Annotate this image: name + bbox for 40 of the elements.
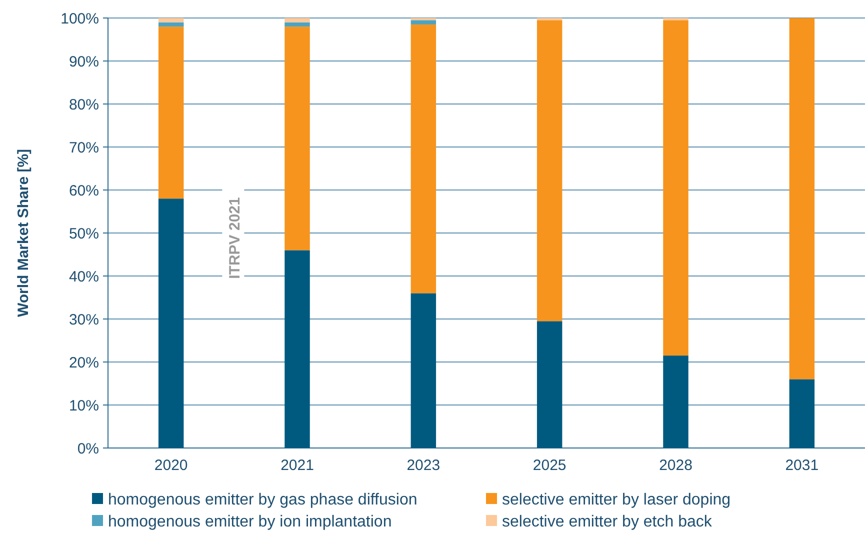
y-axis-title: World Market Share [%] <box>15 148 32 318</box>
annotation: ITRPV 2021 <box>226 197 244 279</box>
y-tick-label: 100% <box>60 10 99 28</box>
bar <box>158 198 184 448</box>
y-tick-label: 0% <box>77 440 99 458</box>
bar <box>789 379 815 448</box>
bar <box>284 250 310 448</box>
bar <box>536 20 562 322</box>
y-tick-label: 10% <box>68 397 99 414</box>
bar <box>663 356 688 448</box>
bar <box>158 22 184 27</box>
bar <box>284 26 310 250</box>
y-tick-label: 80% <box>68 96 99 114</box>
bar <box>284 22 310 27</box>
bar <box>410 20 436 24</box>
x-tick-label: 2028 <box>659 457 692 474</box>
legend-label: homogenous emitter by ion implantation <box>108 514 392 531</box>
legend-label: selective emitter by laser doping <box>502 492 731 509</box>
y-tick-label: 40% <box>68 268 99 286</box>
y-tick-label: 90% <box>68 53 99 70</box>
x-tick-label: 2023 <box>406 457 440 474</box>
bar <box>410 293 436 448</box>
legend-label: selective emitter by etch back <box>502 514 713 531</box>
x-tick-label: 2020 <box>154 457 188 474</box>
bar <box>536 321 562 448</box>
bar <box>158 18 184 22</box>
bar <box>158 26 184 199</box>
x-tick-label: 2031 <box>785 457 819 474</box>
y-tick-label: 30% <box>68 311 99 328</box>
x-tick-label: 2021 <box>280 457 314 474</box>
y-tick-label: 60% <box>68 182 99 200</box>
bar <box>284 18 310 22</box>
y-tick-label: 20% <box>68 354 99 372</box>
legend-label: homogenous emitter by gas phase diffusion <box>108 492 418 509</box>
x-tick-label: 2025 <box>532 457 566 474</box>
y-tick-label: 50% <box>68 225 99 242</box>
bar <box>410 24 436 294</box>
bar <box>663 20 688 356</box>
y-tick-label: 70% <box>68 139 99 156</box>
bar <box>789 18 815 380</box>
